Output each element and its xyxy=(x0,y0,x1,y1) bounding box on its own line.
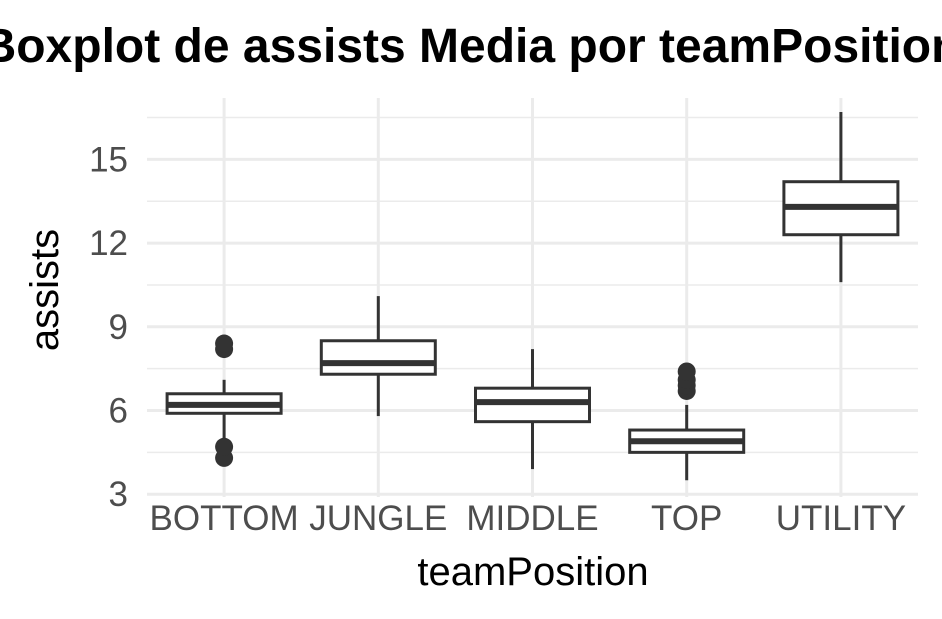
y-tick-label: 3 xyxy=(109,475,128,514)
outlier-point xyxy=(677,362,696,381)
box-middle xyxy=(474,349,591,470)
outlier-point xyxy=(215,437,234,456)
x-tick-label: UTILITY xyxy=(776,499,906,538)
y-tick-label: 9 xyxy=(109,308,128,347)
x-tick-label: MIDDLE xyxy=(466,499,598,538)
y-axis: 3 6 9 12 15 xyxy=(89,140,128,514)
x-axis: BOTTOM JUNGLE MIDDLE TOP UTILITY xyxy=(150,499,906,538)
chart-title: Boxplot de assists Media por teamPositio… xyxy=(0,20,942,73)
x-axis-title: teamPosition xyxy=(417,550,648,594)
y-tick-label: 15 xyxy=(89,140,128,179)
x-tick-label: JUNGLE xyxy=(309,499,447,538)
x-tick-label: TOP xyxy=(651,499,722,538)
x-tick-label: BOTTOM xyxy=(150,499,299,538)
box-bottom xyxy=(165,334,283,467)
outlier-point xyxy=(215,334,234,353)
y-tick-label: 12 xyxy=(89,224,128,263)
y-axis-title: assists xyxy=(23,229,67,351)
box-top xyxy=(628,362,746,481)
box-iqr xyxy=(319,339,437,376)
box-jungle xyxy=(319,296,437,417)
boxes xyxy=(165,111,900,481)
box-utility xyxy=(782,111,900,283)
y-tick-label: 6 xyxy=(109,392,128,431)
